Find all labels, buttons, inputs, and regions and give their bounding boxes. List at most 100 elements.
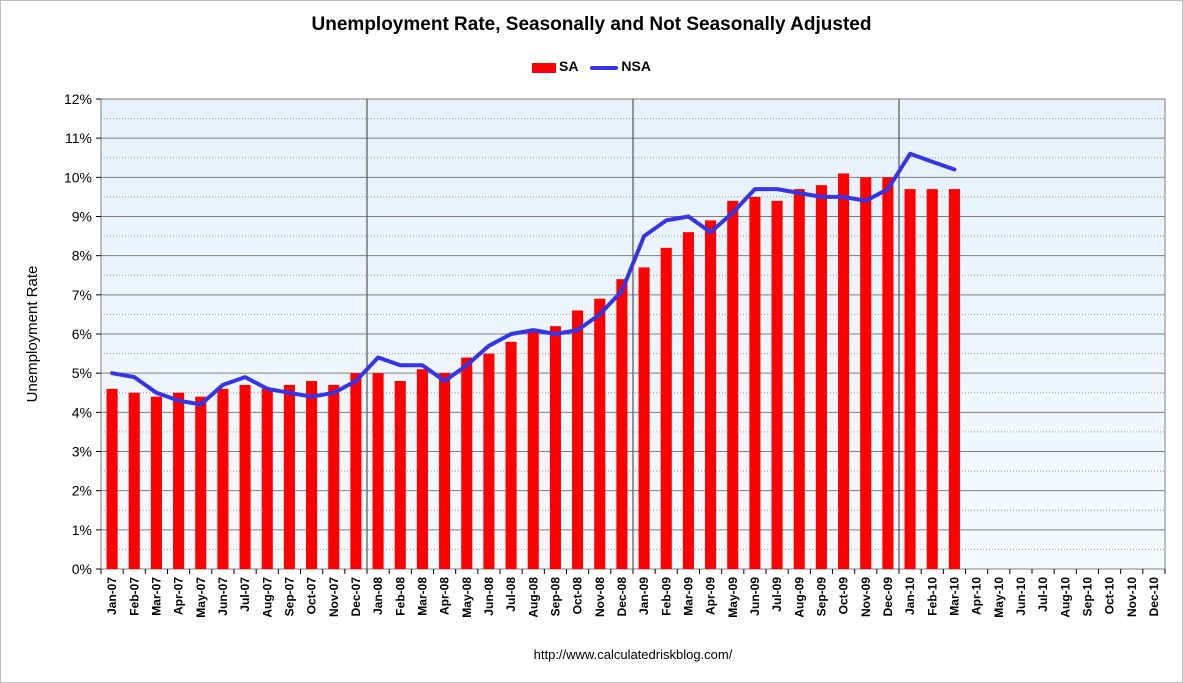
- sa-bar: [815, 185, 827, 569]
- legend-entry-sa: SA: [532, 58, 579, 75]
- legend: SA NSA: [0, 57, 1183, 74]
- y-tick-label: 5%: [72, 365, 92, 381]
- sa-bar: [904, 189, 916, 570]
- sa-bar: [416, 369, 428, 569]
- x-tick-label: Feb-08: [393, 577, 407, 616]
- y-tick-label: 4%: [72, 404, 92, 420]
- x-tick-label: Jan-08: [371, 577, 385, 615]
- x-tick-label: Jun-10: [1014, 577, 1028, 616]
- sa-bar: [283, 384, 295, 569]
- y-tick-label: 11%: [65, 130, 92, 146]
- sa-bar: [306, 381, 318, 569]
- x-tick-labels: Jan-07 Feb-07 Mar-07 Apr-07 May-07 Jun-07 Jul-…: [105, 577, 1161, 618]
- x-tick-label: Dec-08: [615, 577, 629, 617]
- sa-bar: [527, 330, 539, 569]
- sa-bar: [793, 189, 805, 570]
- sa-bar: [594, 298, 606, 569]
- sa-bar: [882, 177, 894, 570]
- y-tick-label: 3%: [72, 444, 92, 460]
- sa-bar: [128, 392, 140, 569]
- nsa-line: [110, 151, 957, 407]
- x-tick-label: Oct-09: [837, 577, 851, 615]
- chart-title: Unemployment Rate, Seasonally and Not Se…: [311, 14, 872, 35]
- x-tick-label: Jun-07: [216, 577, 230, 616]
- x-tick-label: Sep-10: [1080, 577, 1094, 617]
- sa-bar: [638, 267, 650, 569]
- x-tick-label: Jun-08: [482, 577, 496, 616]
- y-tick-label: 2%: [72, 483, 92, 499]
- y-axis-label: Unemployment Rate: [24, 266, 41, 403]
- legend-swatch-sa: [532, 62, 557, 73]
- x-tick-label: Aug-09: [792, 577, 806, 618]
- x-tick-label: Oct-10: [1103, 577, 1117, 615]
- y-tick-label: 6%: [72, 326, 92, 342]
- y-tick-label: 0%: [72, 561, 92, 577]
- x-tick-label: Sep-07: [282, 577, 296, 617]
- sa-bar: [461, 357, 473, 569]
- x-tick-label: Jul-09: [770, 577, 784, 612]
- x-tick-label: Apr-07: [172, 577, 186, 615]
- sa-bar: [106, 388, 118, 569]
- x-tick-label: Aug-10: [1058, 577, 1072, 618]
- source-note: http://www.calculatedriskblog.com/: [533, 647, 733, 662]
- x-tick-label: May-07: [194, 577, 208, 618]
- y-tick-label: 9%: [72, 209, 92, 225]
- sa-bar: [549, 326, 561, 569]
- legend-label-sa: SA: [559, 58, 579, 75]
- nsa-line-layer: [110, 151, 957, 407]
- x-tick-label: Mar-09: [681, 577, 695, 616]
- x-tick-label: Mar-08: [415, 577, 429, 616]
- x-tick-label: Jun-09: [748, 577, 762, 616]
- legend-entry-nsa: NSA: [590, 58, 651, 74]
- sa-bar: [217, 388, 229, 569]
- y-tick-label: 12%: [64, 91, 92, 107]
- x-tick-label: Jul-07: [238, 577, 252, 612]
- sa-bar: [660, 247, 672, 570]
- x-tick-label: Nov-10: [1125, 577, 1139, 617]
- sa-bar: [195, 396, 207, 569]
- x-tick-label: Feb-07: [127, 577, 141, 616]
- x-tick-label: Sep-08: [548, 577, 562, 617]
- sa-bar: [838, 173, 850, 569]
- y-tick-label: 1%: [72, 522, 92, 538]
- x-tick-label: May-08: [460, 577, 474, 618]
- x-tick-label: Feb-09: [659, 577, 673, 616]
- sa-bar: [239, 384, 251, 569]
- sa-bar: [616, 279, 628, 569]
- sa-bars: [106, 173, 960, 570]
- x-tick-label: Dec-07: [349, 577, 363, 617]
- sa-bar: [727, 200, 739, 570]
- x-tick-label: Nov-09: [859, 577, 873, 617]
- x-tick-label: Jan-07: [105, 577, 119, 615]
- sa-bar: [860, 177, 872, 570]
- x-tick-label: Jul-10: [1036, 577, 1050, 612]
- sa-bar: [926, 189, 938, 570]
- x-tick-label: Nov-07: [327, 577, 341, 617]
- sa-bar: [948, 189, 960, 570]
- sa-bar: [572, 310, 584, 569]
- x-tick-label: Mar-07: [149, 577, 163, 616]
- y-tick-label: 10%: [64, 169, 92, 185]
- x-tick-label: Jan-10: [903, 577, 917, 615]
- x-tick-label: Dec-09: [881, 577, 895, 617]
- y-tick-label: 7%: [72, 287, 92, 303]
- x-tick-label: Apr-09: [704, 577, 718, 615]
- y-tick-labels: 0% 1% 2% 3% 4% 5% 6% 7% 8% 9% 10% 11% 12%: [64, 91, 92, 577]
- x-tick-label: May-10: [992, 577, 1006, 618]
- sa-bar: [350, 373, 362, 569]
- x-tick-label: Dec-10: [1147, 577, 1161, 617]
- sa-bar: [372, 373, 384, 569]
- legend-swatch-nsa: [590, 65, 619, 70]
- x-tick-label: Oct-08: [571, 577, 585, 615]
- x-tick-label: Mar-10: [947, 577, 961, 616]
- x-tick-label: Oct-07: [305, 577, 319, 615]
- x-tick-label: Jan-09: [637, 577, 651, 615]
- sa-bar: [439, 373, 451, 569]
- x-tick-label: Jul-08: [504, 577, 518, 612]
- sa-bar: [505, 341, 517, 569]
- sa-bar: [705, 220, 717, 569]
- legend-label-nsa: NSA: [621, 58, 651, 75]
- y-tick-label: 8%: [72, 248, 92, 264]
- sa-bar: [483, 353, 495, 569]
- sa-bar: [394, 381, 406, 569]
